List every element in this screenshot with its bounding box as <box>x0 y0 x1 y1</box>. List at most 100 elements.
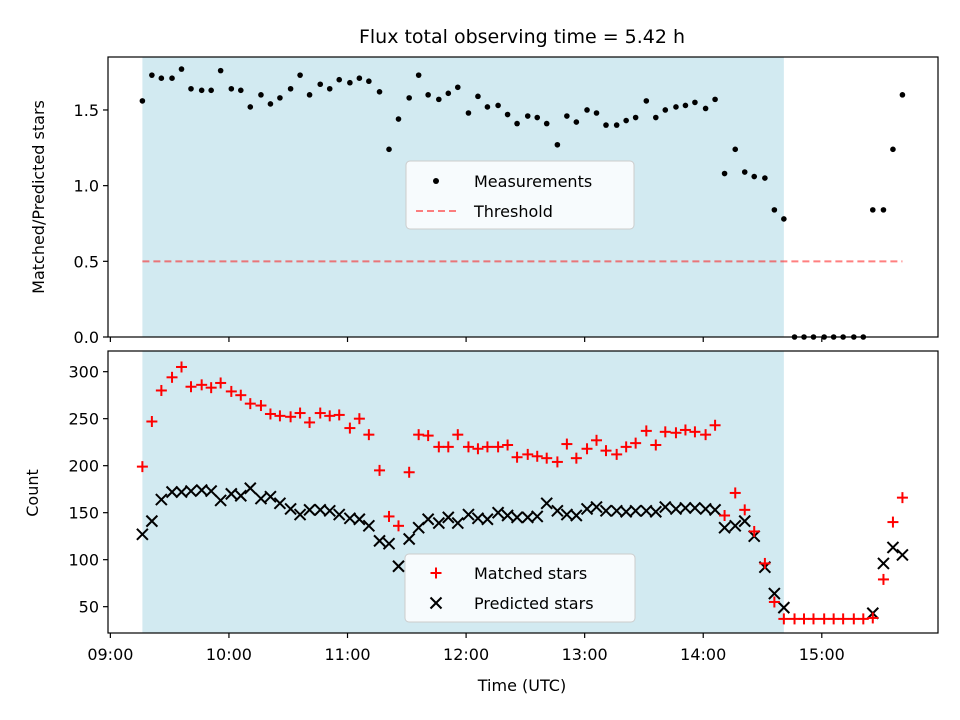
measurement-point <box>495 102 501 109</box>
measurement-point <box>238 87 244 94</box>
predicted-stars-point <box>462 508 475 521</box>
measurement-point <box>613 122 620 128</box>
predicted-stars-point <box>264 490 277 503</box>
predicted-stars-point <box>877 557 890 570</box>
measurement-point <box>247 104 254 110</box>
predicted-stars-point <box>145 514 159 528</box>
ratio-panel: 0.0 0.5 1.0 1.5 Matched/Predicted stars Mea… <box>29 56 939 347</box>
matched-stars-point <box>896 492 908 504</box>
count-y-tick-label: 50 <box>79 598 99 617</box>
matched-stars-point <box>789 613 801 625</box>
matched-stars-point <box>808 613 819 625</box>
measurement-point <box>593 110 600 116</box>
matched-stars-point <box>333 409 345 421</box>
matched-stars-point <box>196 379 208 391</box>
measurement-point <box>869 207 876 213</box>
measurement-point <box>573 119 580 125</box>
predicted-stars-point <box>382 537 396 550</box>
measurement-point <box>317 81 324 88</box>
matched-stars-point <box>433 441 445 453</box>
matched-stars-point <box>393 520 404 532</box>
predicted-stars-point <box>402 532 416 546</box>
count-y-tick-label: 150 <box>68 504 99 523</box>
matched-stars-point <box>383 510 395 522</box>
predicted-stars-point <box>729 519 742 533</box>
predicted-stars-point <box>718 521 731 534</box>
predicted-stars-point <box>599 504 613 518</box>
count-panel-frame <box>107 350 939 634</box>
matched-stars-point <box>185 381 197 393</box>
measurement-point <box>623 117 629 124</box>
measurement-point <box>465 110 472 116</box>
matched-stars-point <box>274 410 286 422</box>
count-y-tick-label: 300 <box>68 363 99 382</box>
predicted-stars-point <box>234 489 248 502</box>
measurement-point <box>880 207 887 213</box>
measurement-point <box>139 98 146 104</box>
measurement-point <box>386 146 392 153</box>
predicted-stars-point <box>373 534 386 548</box>
measurement-point <box>514 120 520 127</box>
measurement-point <box>751 173 758 180</box>
predicted-stars-point <box>531 510 544 523</box>
predicted-stars-point <box>590 500 603 514</box>
predicted-stars-point <box>708 503 722 517</box>
matched-stars-point <box>285 411 297 423</box>
legend-cross-glyph <box>429 596 443 610</box>
measurement-point <box>366 78 372 85</box>
matched-stars-point <box>166 371 178 383</box>
predicted-stars-point <box>392 560 405 573</box>
predicted-stars-point <box>768 587 781 600</box>
measurement-point <box>277 95 283 101</box>
predicted-stars-point <box>136 528 149 541</box>
measurement-point <box>376 89 383 95</box>
matched-stars-point <box>561 438 573 450</box>
matched-stars-point <box>729 487 741 499</box>
predicted-stars-point <box>432 516 446 530</box>
matched-stars-point <box>828 613 840 625</box>
legend-plus-glyph <box>430 567 442 579</box>
matched-stars-point <box>709 419 721 431</box>
matched-stars-point <box>848 613 860 625</box>
count-y-tick-label: 200 <box>68 457 99 476</box>
measurement-point <box>603 122 609 128</box>
predicted-stars-point <box>333 508 346 521</box>
ratio-y-tick-label: 0.0 <box>74 328 99 347</box>
predicted-stars-point <box>362 519 376 533</box>
ratio-y-tick-label: 1.0 <box>74 177 99 196</box>
matched-stars-point <box>403 466 415 478</box>
matched-stars-point <box>531 450 543 462</box>
measurement-point <box>475 93 481 100</box>
measurement-point <box>425 92 431 98</box>
predicted-stars-point <box>570 509 583 522</box>
x-tick-label: 14:00 <box>680 645 726 664</box>
measurement-point <box>653 114 659 121</box>
measurement-point <box>692 99 698 106</box>
matched-stars-point <box>136 461 148 473</box>
measurement-point <box>484 104 491 110</box>
measurement-point <box>534 114 541 121</box>
measurement-point <box>297 72 303 78</box>
predicted-stars-point <box>184 484 198 498</box>
matched-stars-point <box>344 422 356 434</box>
count-y-tick-label: 250 <box>68 410 99 429</box>
matched-stars-point <box>304 416 316 428</box>
legend-matched-marker <box>430 567 442 579</box>
matched-stars-point <box>235 389 247 401</box>
ratio-y-tick-label: 1.5 <box>74 101 99 120</box>
matched-stars-point <box>739 504 751 516</box>
x-tick-label: 10:00 <box>206 645 252 664</box>
matched-stars-point <box>620 441 632 453</box>
measurement-point <box>543 120 550 127</box>
measurement-point <box>673 104 679 110</box>
matched-stars-point <box>462 441 474 453</box>
matched-stars-point <box>611 448 623 460</box>
matched-stars-point <box>244 398 256 410</box>
matched-stars-point <box>600 445 612 457</box>
matched-stars-point <box>759 557 771 569</box>
matched-stars-point <box>719 510 731 521</box>
measurement-point <box>149 72 155 78</box>
measurement-point <box>287 85 294 92</box>
legend-matched-label: Matched stars <box>474 564 587 583</box>
matched-stars-point <box>670 427 682 439</box>
